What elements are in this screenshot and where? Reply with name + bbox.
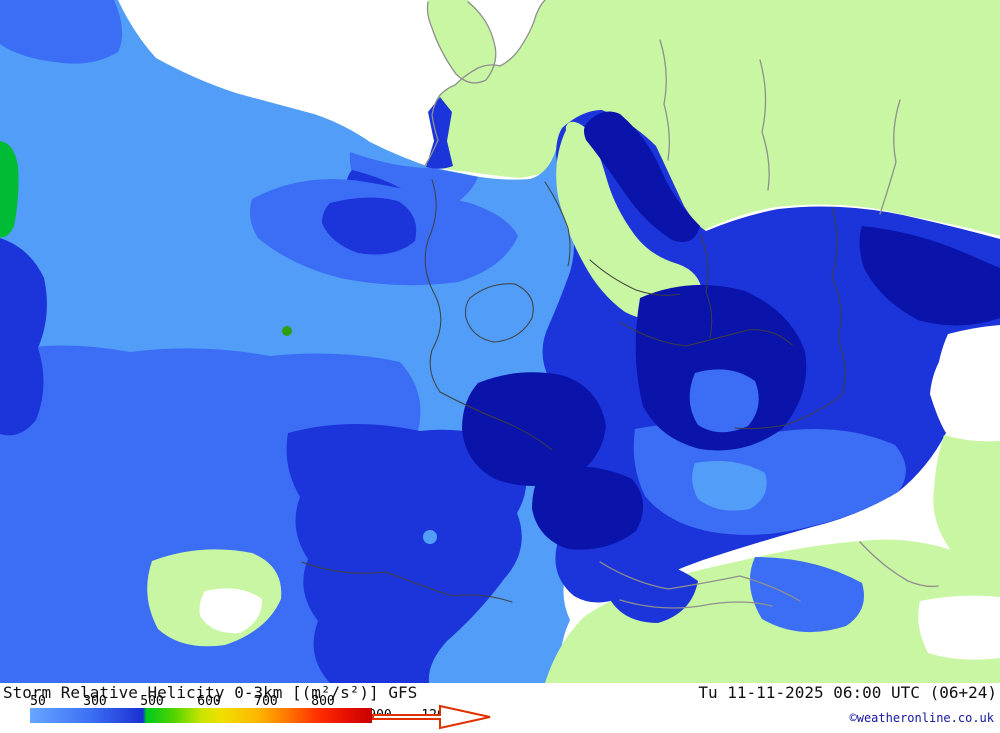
border-line [301, 561, 513, 603]
border-line [879, 99, 901, 215]
coastline-denmark [426, 1, 497, 84]
border-line [734, 394, 843, 430]
helicity-light-speck [423, 530, 437, 544]
border-layer [301, 0, 939, 609]
border-line [599, 561, 801, 602]
copyright: ©weatheronline.co.uk [849, 711, 995, 725]
helicity-medium-hole [689, 369, 759, 433]
map-title: Storm Relative Helicity 0-3km [(m²/s²)] … [3, 683, 418, 702]
border-line [859, 541, 939, 588]
map-canvas [0, 0, 1000, 683]
border-line [659, 39, 670, 161]
helicity-finger-se-1 [749, 557, 864, 633]
border-line [465, 283, 534, 343]
helicity-layer [0, 0, 1000, 683]
helicity-navy-center-south [532, 466, 644, 550]
helicity-royal-south-center [286, 423, 527, 683]
border-line [589, 259, 681, 296]
footer-bar: Storm Relative Helicity 0-3km [(m²/s²)] … [0, 683, 1000, 733]
legend-tick: 600 [197, 694, 221, 709]
border-line [439, 391, 553, 451]
legend-tick: 300 [83, 694, 107, 709]
coastline [424, 0, 546, 167]
land-east-edge [933, 435, 1000, 561]
map-datetime: Tu 11-11-2025 06:00 UTC (06+24) [698, 683, 997, 702]
helicity-medium-topleft [0, 0, 123, 64]
helicity-wedge-navy [584, 111, 700, 243]
helicity-medium-midright [633, 423, 906, 535]
legend-tick: 800 [311, 694, 335, 709]
border-line [831, 206, 846, 396]
legend-arrow-shape [372, 704, 491, 730]
border-line [544, 181, 571, 267]
land-layer [425, 0, 1000, 236]
land-corridor [556, 121, 702, 320]
border-line [619, 599, 773, 609]
helicity-green-strip [0, 141, 19, 238]
legend-tick: 50 [30, 694, 46, 709]
legend-gradient [30, 708, 372, 723]
helicity-royal-center-blob [322, 197, 417, 255]
helicity-light-patch [692, 460, 767, 511]
border-line [699, 233, 713, 339]
helicity-navy-center [462, 372, 606, 486]
helicity-royal-west-edge [0, 238, 47, 436]
clear-patch-east [935, 325, 1000, 438]
border-line [619, 321, 793, 347]
clear-patch-southeast [918, 595, 1000, 660]
weather-map [0, 0, 1000, 683]
legend-tick: 500 [140, 694, 164, 709]
legend: 503005006007008009001200 [0, 695, 520, 733]
legend-tick: 700 [254, 694, 278, 709]
helicity-green-dot [282, 326, 292, 336]
footer-title-row: Storm Relative Helicity 0-3km [(m²/s²)] … [3, 683, 997, 702]
land-denmark [427, 0, 496, 83]
border-line [424, 179, 442, 393]
helicity-navy-ne-edge [859, 226, 1000, 326]
clear-patch-southwest [199, 588, 263, 634]
border-line [759, 59, 770, 191]
land-mainland [425, 0, 1000, 236]
legend-arrow [372, 704, 491, 730]
helicity-navy-east-blob [635, 284, 807, 451]
